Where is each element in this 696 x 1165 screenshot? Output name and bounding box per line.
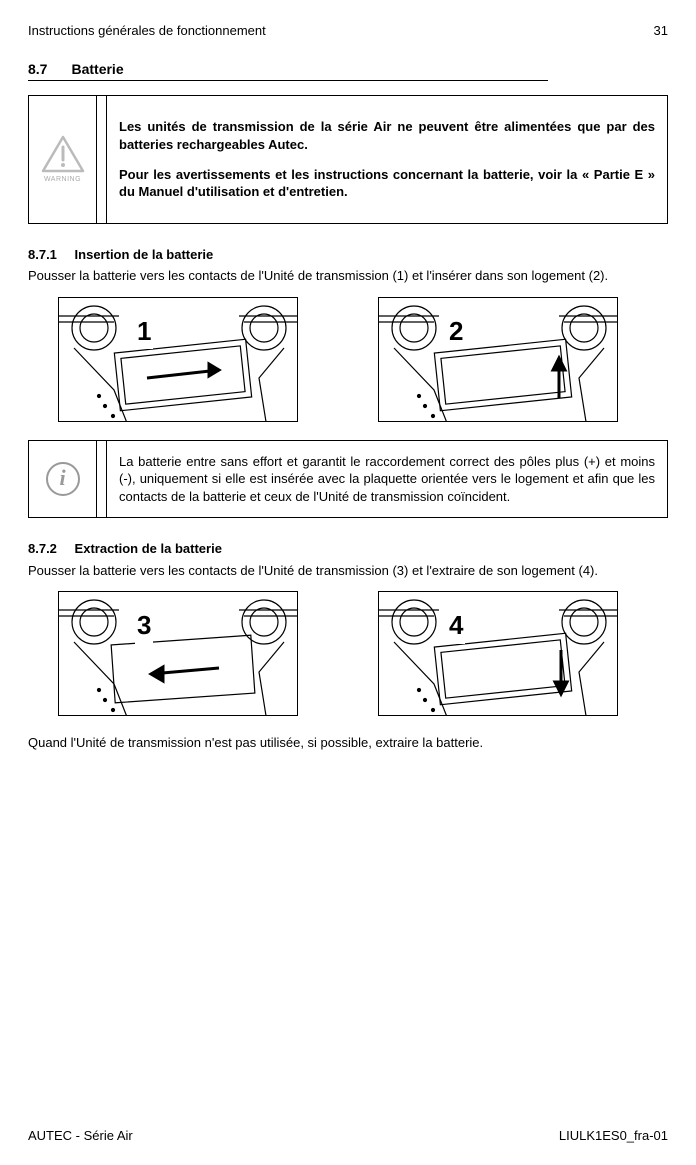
info-box: i La batterie entre sans effort et garan… <box>28 440 668 519</box>
figure-3-label: 3 <box>135 608 153 643</box>
subsection-2-number: 8.7.2 <box>28 541 57 556</box>
page-footer: AUTEC - Série Air LIULK1ES0_fra-01 <box>28 1127 668 1145</box>
subsection-1-number: 8.7.1 <box>28 247 57 262</box>
subsection-1-text: Pousser la batterie vers les contacts de… <box>28 267 668 285</box>
subsection-2-note: Quand l'Unité de transmission n'est pas … <box>28 734 668 752</box>
warning-p1: Les unités de transmission de la série A… <box>119 118 655 153</box>
gap-cell-2 <box>97 440 107 518</box>
figure-2: 2 <box>378 297 618 422</box>
figure-1-label: 1 <box>135 314 153 349</box>
figure-4-label: 4 <box>447 608 465 643</box>
section-title: Batterie <box>71 60 123 79</box>
subsection-2-text: Pousser la batterie vers les contacts de… <box>28 562 668 580</box>
warning-p2: Pour les avertissements et les instructi… <box>119 166 655 201</box>
info-icon: i <box>46 462 80 496</box>
figure-1: 1 <box>58 297 298 422</box>
footer-left: AUTEC - Série Air <box>28 1127 133 1145</box>
header-left: Instructions générales de fonctionnement <box>28 22 266 40</box>
figure-2-label: 2 <box>447 314 465 349</box>
subsection-2-heading: 8.7.2 Extraction de la batterie <box>28 540 668 558</box>
warning-label: WARNING <box>33 175 92 184</box>
warning-box: WARNING Les unités de transmission de la… <box>28 95 668 223</box>
subsection-1-title: Insertion de la batterie <box>75 247 214 262</box>
subsection-1-heading: 8.7.1 Insertion de la batterie <box>28 246 668 264</box>
subsection-2-title: Extraction de la batterie <box>75 541 222 556</box>
figure-row-1: 1 2 <box>58 297 668 422</box>
section-heading: 8.7 Batterie <box>28 60 548 82</box>
footer-right: LIULK1ES0_fra-01 <box>559 1127 668 1145</box>
warning-icon-cell: WARNING <box>29 96 97 223</box>
figure-3: 3 <box>58 591 298 716</box>
warning-text: Les unités de transmission de la série A… <box>107 96 668 223</box>
figure-4: 4 <box>378 591 618 716</box>
warning-triangle-icon <box>33 135 92 173</box>
page-number: 31 <box>654 22 668 40</box>
info-text: La batterie entre sans effort et garanti… <box>107 440 668 518</box>
info-icon-cell: i <box>29 440 97 518</box>
gap-cell <box>97 96 107 223</box>
figure-row-2: 3 4 <box>58 591 668 716</box>
section-number: 8.7 <box>28 60 47 79</box>
